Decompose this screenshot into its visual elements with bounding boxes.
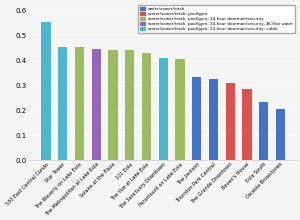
Bar <box>125 50 134 160</box>
Bar <box>142 53 151 160</box>
Bar <box>108 50 118 160</box>
Bar <box>41 22 51 160</box>
Bar <box>276 109 285 160</box>
Bar <box>75 47 84 160</box>
Bar <box>242 89 252 160</box>
Bar <box>159 58 168 160</box>
Bar <box>192 77 201 160</box>
Bar <box>259 102 268 160</box>
Bar <box>92 49 101 160</box>
Bar <box>58 47 68 160</box>
Bar <box>209 79 218 160</box>
Legend: water/sewer/trash, water/sewer/trash; pool/gym, water/sewer/trash; pool/gym; 24-: water/sewer/trash, water/sewer/trash; po… <box>138 5 295 33</box>
Bar <box>226 83 235 160</box>
Bar <box>176 59 184 160</box>
